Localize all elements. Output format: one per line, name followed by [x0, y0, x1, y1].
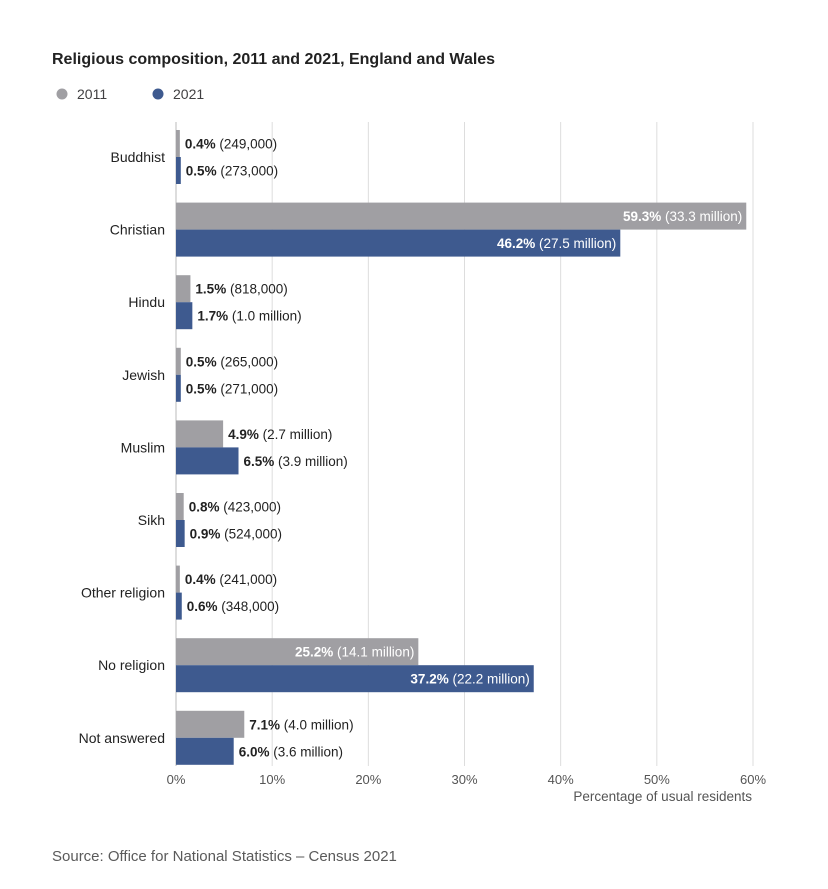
- legend-marker-2011: [56, 88, 68, 100]
- category-label: Buddhist: [111, 149, 166, 165]
- x-tick-label: 30%: [451, 772, 477, 787]
- data-label: 25.2% (14.1 million): [295, 645, 414, 660]
- category-label: Not answered: [79, 730, 165, 746]
- bar-2011-hindu: [176, 275, 191, 303]
- legend-label-2011: 2011: [77, 86, 107, 102]
- bar-2021-sikh: [176, 520, 185, 547]
- bar-2011-not-answered: [176, 710, 245, 738]
- data-label: 0.5% (265,000): [186, 354, 278, 369]
- bar-2021-christian: [176, 229, 621, 257]
- bar-2021-buddhist: [176, 157, 181, 184]
- data-label: 0.8% (423,000): [189, 500, 281, 515]
- x-tick-label: 60%: [740, 772, 766, 787]
- bars: 0.4% (249,000) 0.5% (273,000) 59.3% (33.3 …: [176, 130, 747, 765]
- data-label: 59.3% (33.3 million): [623, 209, 742, 224]
- category-label: Other religion: [81, 585, 165, 601]
- x-axis-title: Percentage of usual residents: [573, 789, 752, 804]
- data-label: 0.5% (273,000): [186, 164, 278, 179]
- x-tick-label: 40%: [548, 772, 574, 787]
- bar-2021-jewish: [176, 374, 181, 402]
- category-label: Christian: [110, 222, 165, 238]
- bar-2011-christian: [176, 202, 747, 230]
- legend-label-2021: 2021: [173, 86, 204, 102]
- data-label: 0.4% (249,000): [185, 137, 277, 152]
- legend-marker-2021: [152, 88, 164, 100]
- bar-2021-other-religion: [176, 592, 182, 620]
- x-tick-label: 20%: [355, 772, 381, 787]
- data-label: 6.5% (3.9 million): [244, 454, 348, 469]
- x-tick-label: 0%: [167, 772, 186, 787]
- bar-2011-jewish: [176, 347, 181, 375]
- legend: 2011 2021: [56, 86, 204, 102]
- category-label: No religion: [98, 657, 165, 673]
- bar-2021-no-religion: [176, 665, 534, 693]
- category-labels: Buddhist Christian Hindu Jewish Muslim Sikh Ot…: [79, 149, 165, 746]
- data-label: 0.9% (524,000): [190, 527, 282, 542]
- data-label: 0.5% (271,000): [186, 381, 278, 396]
- data-label: 1.7% (1.0 million): [197, 309, 301, 324]
- data-label: 1.5% (818,000): [195, 282, 287, 297]
- category-label: Hindu: [128, 294, 165, 310]
- data-label: 46.2% (27.5 million): [497, 236, 616, 251]
- data-label: 6.0% (3.6 million): [239, 744, 343, 759]
- bar-2011-muslim: [176, 420, 224, 448]
- bar-2021-muslim: [176, 447, 239, 475]
- chart-title: Religious composition, 2011 and 2021, En…: [52, 51, 495, 68]
- category-label: Sikh: [138, 512, 165, 528]
- bar-2021-hindu: [176, 302, 193, 330]
- data-label: 37.2% (22.2 million): [410, 672, 529, 687]
- data-label: 4.9% (2.7 million): [228, 427, 332, 442]
- data-label: 0.6% (348,000): [187, 599, 279, 614]
- x-tick-label: 50%: [644, 772, 670, 787]
- bar-2011-no-religion: [176, 638, 419, 666]
- source-note: Source: Office for National Statistics –…: [52, 848, 397, 865]
- bar-2021-not-answered: [176, 737, 234, 765]
- x-axis-ticks: 0% 10% 20% 30% 40% 50% 60%: [167, 772, 767, 787]
- data-label: 7.1% (4.0 million): [249, 717, 353, 732]
- bar-2011-buddhist: [176, 130, 180, 157]
- category-label: Muslim: [121, 439, 165, 455]
- bar-2011-sikh: [176, 493, 184, 520]
- category-label: Jewish: [122, 367, 165, 383]
- data-label: 0.4% (241,000): [185, 572, 277, 587]
- x-tick-label: 10%: [259, 772, 285, 787]
- bar-2011-other-religion: [176, 565, 180, 593]
